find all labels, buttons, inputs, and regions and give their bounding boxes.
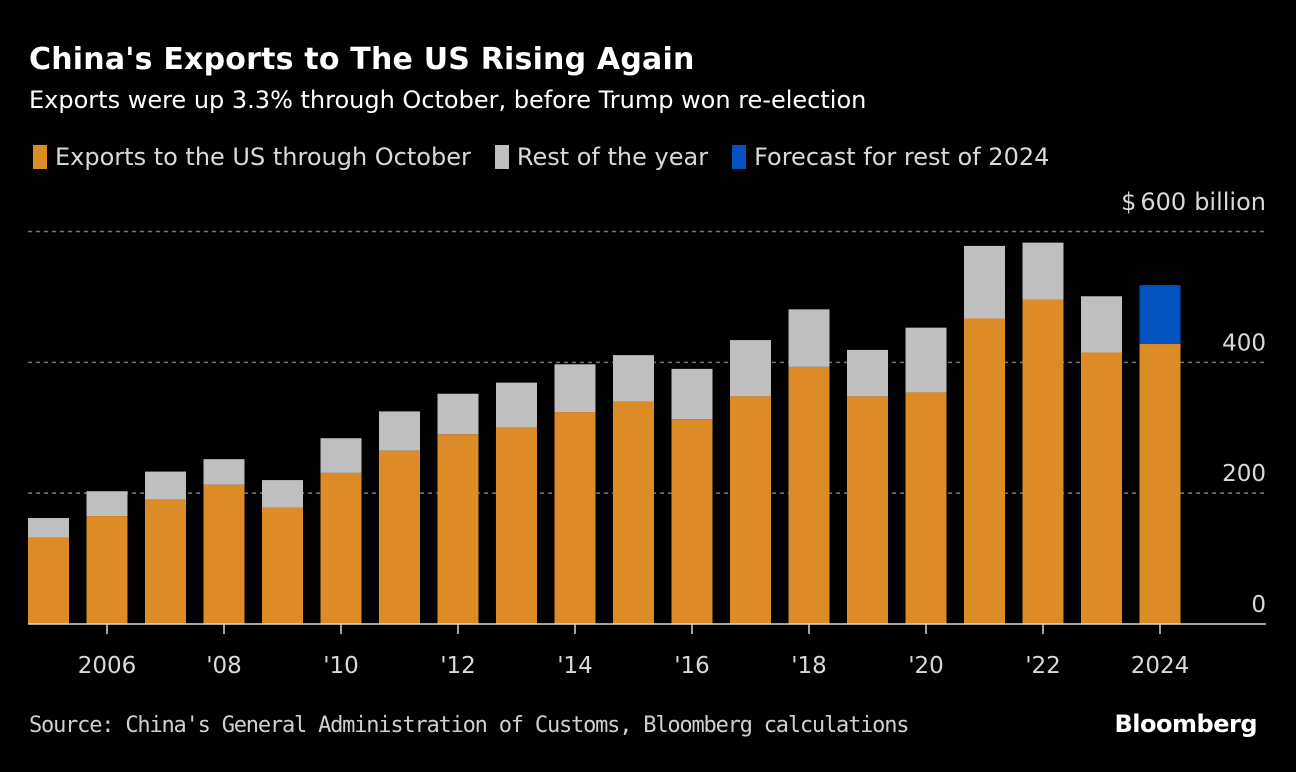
x-tick-label-2022: '22 (1025, 653, 1061, 679)
bar-2020-through-october (905, 392, 947, 624)
bar-2010-rest-of-year (320, 438, 362, 473)
legend-item-rest-of-year: Rest of the year (494, 143, 709, 171)
x-tick-label-2008: '08 (206, 653, 242, 679)
bar-2021-rest-of-year (964, 245, 1005, 319)
bar-2015-through-october (613, 401, 654, 624)
bar-2017-rest-of-year (730, 340, 771, 397)
legend-swatch-forecast (732, 145, 747, 169)
bar-2006-through-october (86, 516, 128, 624)
legend-item-through-october: Exports to the US through October (33, 143, 471, 171)
legend-swatch-rest-of-year (494, 145, 509, 169)
y-unit-label: $600 billion (1121, 188, 1266, 216)
bar-2016-through-october (671, 419, 713, 624)
y-unit-value: 600 (1140, 188, 1186, 216)
bar-2010-through-october (320, 472, 362, 624)
x-tick-label-2014: '14 (557, 653, 593, 679)
bar-2019-through-october (847, 396, 888, 624)
bar-2011-through-october (379, 450, 420, 624)
legend-label-forecast: Forecast for rest of 2024 (754, 143, 1050, 171)
x-tick-label-2020: '20 (908, 653, 944, 679)
bar-2019-rest-of-year (847, 349, 888, 397)
bar-2011-rest-of-year (379, 411, 420, 451)
bar-2024-through-october (1139, 344, 1181, 624)
legend-label-rest-of-year: Rest of the year (516, 143, 709, 171)
bar-2022-rest-of-year (1022, 242, 1064, 300)
y-unit-prefix: $ (1121, 188, 1136, 216)
bar-2005-rest-of-year (28, 518, 69, 538)
bar-2013-rest-of-year (496, 382, 537, 428)
source-note: Source: China's General Administration o… (29, 713, 909, 738)
x-tick-label-2016: '16 (674, 653, 710, 679)
chart-subtitle: Exports were up 3.3% through October, be… (29, 86, 867, 114)
bar-2008-through-october (203, 484, 245, 624)
chart-title: China's Exports to The US Rising Again (29, 42, 695, 77)
bar-2015-rest-of-year (613, 355, 654, 402)
bar-2016-rest-of-year (671, 368, 713, 420)
legend: Exports to the US through October Rest o… (33, 143, 1073, 171)
y-tick-label-200: 200 (1222, 461, 1266, 487)
bar-2014-through-october (554, 412, 596, 624)
legend-item-forecast: Forecast for rest of 2024 (732, 143, 1049, 171)
bar-2007-rest-of-year (145, 471, 186, 500)
bar-2018-through-october (788, 366, 830, 624)
y-unit-suffix: billion (1194, 188, 1266, 216)
bloomberg-logo: Bloomberg (1114, 710, 1258, 738)
bar-2006-rest-of-year (86, 491, 128, 517)
x-tick-label-2010: '10 (323, 653, 359, 679)
bar-2008-rest-of-year (203, 459, 245, 485)
bar-2013-through-october (496, 427, 537, 624)
bar-2009-rest-of-year (262, 480, 303, 508)
bar-2012-through-october (437, 434, 479, 624)
bar-2021-through-october (964, 318, 1005, 624)
bar-2005-through-october (28, 537, 69, 624)
bar-2018-rest-of-year (788, 309, 830, 367)
bar-2022-through-october (1022, 299, 1064, 624)
x-tick-label-2024: 2024 (1131, 653, 1190, 679)
bar-2023-rest-of-year (1081, 296, 1122, 353)
axes: 0 200 400 2006 '08 '10 '12 '14 '16 '18 '20 '22 2024 (28, 330, 1266, 679)
bar-2024-forecast (1139, 285, 1181, 345)
y-tick-label-400: 400 (1222, 330, 1266, 356)
bar-2009-through-october (262, 507, 303, 624)
x-tick-label-2018: '18 (791, 653, 827, 679)
bars (28, 242, 1181, 624)
bar-2020-rest-of-year (905, 327, 947, 393)
y-tick-label-0: 0 (1251, 592, 1266, 618)
legend-swatch-through-october (33, 145, 47, 169)
bar-2017-through-october (730, 396, 771, 624)
legend-label-through-october: Exports to the US through October (55, 143, 471, 171)
bar-2012-rest-of-year (437, 393, 479, 435)
bar-2023-through-october (1081, 352, 1122, 624)
x-tick-label-2006: 2006 (78, 653, 137, 679)
bar-2014-rest-of-year (554, 364, 596, 413)
x-tick-label-2012: '12 (440, 653, 476, 679)
bar-2007-through-october (145, 499, 186, 624)
